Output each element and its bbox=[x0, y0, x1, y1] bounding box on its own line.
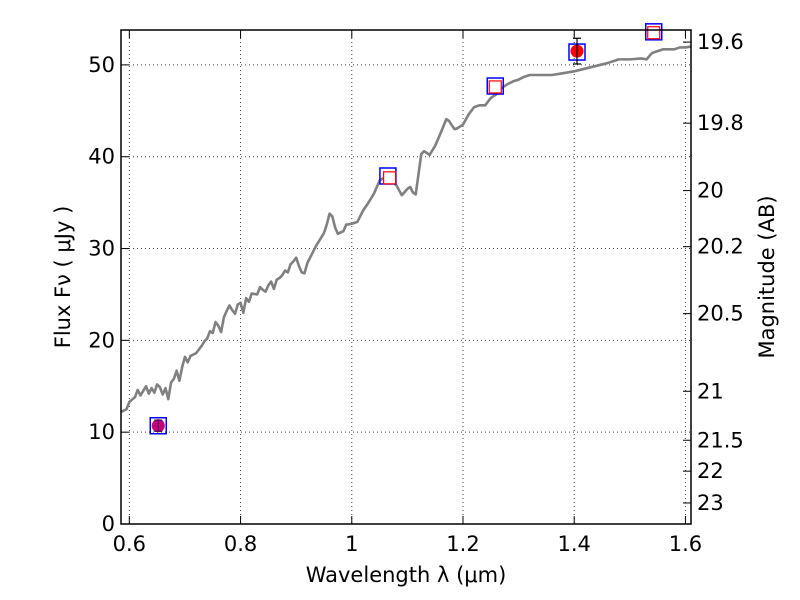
y2-tick-label: 22 bbox=[697, 459, 724, 483]
y2-axis-label: Magnitude (AB) bbox=[755, 195, 779, 358]
model-flux-marker bbox=[647, 26, 661, 40]
y-tick-label: 40 bbox=[88, 145, 115, 169]
axis-ticks: 0.6 0.8 1 1.2 1.4 1.6 0 10 20 30 40 50 19.6 19.8 20 20.… bbox=[88, 30, 744, 556]
plot-frame bbox=[120, 29, 692, 525]
x-tick-label: 1.4 bbox=[558, 532, 591, 556]
model-flux-marker bbox=[488, 80, 502, 94]
x-tick-label: 0.6 bbox=[113, 532, 146, 556]
grid bbox=[121, 30, 691, 524]
model-square-marker bbox=[644, 23, 663, 41]
y2-tick-label: 20 bbox=[697, 179, 724, 203]
model-square-marker bbox=[149, 417, 168, 435]
x-tick-label: 0.8 bbox=[224, 532, 257, 556]
y2-tick-label: 19.8 bbox=[697, 111, 744, 135]
x-tick-label: 1.6 bbox=[669, 532, 702, 556]
x-tick-label: 1 bbox=[345, 532, 358, 556]
y-tick-label: 50 bbox=[88, 53, 115, 77]
x-tick-label: 1.2 bbox=[446, 532, 479, 556]
y-axis-label: Flux Fν ( μJy ) bbox=[51, 206, 75, 349]
spectrum-line bbox=[121, 45, 691, 414]
y-tick-label: 20 bbox=[88, 328, 115, 352]
y-tick-label: 0 bbox=[102, 512, 115, 536]
y2-tick-label: 20.2 bbox=[697, 235, 744, 259]
y-tick-label: 10 bbox=[88, 420, 115, 444]
y2-tick-label: 21 bbox=[697, 379, 724, 403]
y2-tick-label: 20.5 bbox=[697, 302, 744, 326]
y2-tick-label: 23 bbox=[697, 491, 724, 515]
markers bbox=[149, 23, 663, 435]
model-square-marker bbox=[486, 77, 505, 95]
y-tick-label: 30 bbox=[88, 237, 115, 261]
y2-tick-label: 21.5 bbox=[697, 428, 744, 452]
plot-area bbox=[121, 45, 691, 414]
x-axis-label: Wavelength λ (μm) bbox=[306, 563, 507, 587]
observed-point-overlay bbox=[151, 419, 165, 433]
y2-tick-label: 19.6 bbox=[697, 30, 744, 54]
model-flux-marker bbox=[382, 171, 397, 185]
